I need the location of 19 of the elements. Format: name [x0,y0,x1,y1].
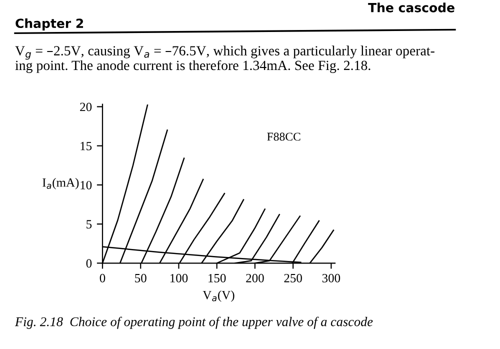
y-tick-label: 0 [86,259,92,268]
annotation: F88CC [267,132,300,141]
x-tick-label: 150 [208,274,226,282]
text: Chapter 2 [16,18,84,30]
y-axis-title: I$_{a}$(mA) [42,178,79,190]
x-axis-title: V$_{a}$(V) [202,290,234,302]
text: V$_{g}$ = –2.5V, causing V$_{a}$ = –76.5V, which gives a particularly linear operat- ing point. The anode current is therefore 1.34mA. See Fig. 2.18. [15,46,434,73]
y-tick-label: 20 [80,102,92,112]
y-tick-label: 10 [80,180,92,190]
caption: Fig. 2.18 Choice of operating point of the upper valve of a cascode [14,316,373,329]
y-tick-label: 15 [80,142,92,150]
x-tick-label: 100 [170,274,188,282]
x-tick-label: 300 [322,274,340,282]
x-tick-label: 0 [100,274,106,282]
text: The cascode [368,2,454,12]
x-tick-label: 200 [246,274,264,282]
x-tick-label: 50 [135,274,146,282]
x-tick-label: 250 [284,274,302,282]
y-tick-label: 5 [86,220,92,228]
